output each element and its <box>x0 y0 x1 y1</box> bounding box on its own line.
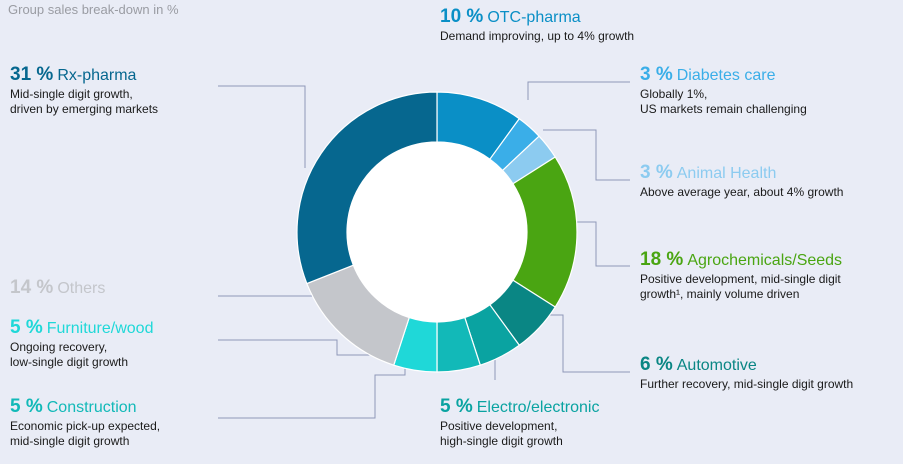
description: Economic pick-up expected, <box>10 419 160 433</box>
percent-label: 5 % <box>10 317 43 338</box>
description: growth¹, mainly volume driven <box>640 287 799 301</box>
leader-line <box>218 339 398 356</box>
leader-line <box>218 85 306 168</box>
description: Positive development, <box>440 419 557 433</box>
leader-line <box>543 129 630 181</box>
category-label: Animal Health <box>677 165 777 182</box>
description: US markets remain challenging <box>640 102 807 116</box>
slice-label: 3 % Animal Health <box>640 162 776 183</box>
category-label: Diabetes care <box>677 67 776 84</box>
category-label: Others <box>57 280 105 297</box>
leader-line <box>218 360 406 419</box>
percent-label: 5 % <box>440 396 473 417</box>
category-label: OTC-pharma <box>487 9 580 26</box>
description: Further recovery, mid-single digit growt… <box>640 377 853 391</box>
description: Above average year, about 4% growth <box>640 185 843 199</box>
leader-line <box>540 314 630 373</box>
description: Mid-single digit growth, <box>10 87 133 101</box>
percent-label: 31 % <box>10 64 53 85</box>
description: driven by emerging markets <box>10 102 158 116</box>
chart-title: Group sales break-down in % <box>8 2 179 17</box>
percent-label: 6 % <box>640 354 673 375</box>
percent-label: 3 % <box>640 64 673 85</box>
slice-label: 6 % Automotive <box>640 354 757 375</box>
donut-hole <box>347 142 527 322</box>
leader-line <box>527 81 630 100</box>
description: Ongoing recovery, <box>10 340 107 354</box>
slice-label: 5 % Furniture/wood <box>10 317 153 338</box>
slice-label: 10 % OTC-pharma <box>440 6 581 27</box>
category-label: Rx-pharma <box>57 67 136 84</box>
slices <box>296 91 578 373</box>
category-label: Agrochemicals/Seeds <box>687 252 842 269</box>
description: Globally 1%, <box>640 87 707 101</box>
slice-label: 18 % Agrochemicals/Seeds <box>640 249 842 270</box>
slice-label: 3 % Diabetes care <box>640 64 776 85</box>
description: low-single digit growth <box>10 355 128 369</box>
description: high-single digit growth <box>440 434 563 448</box>
leader-lines <box>218 81 630 419</box>
description: Positive development, mid-single digit <box>640 272 841 286</box>
percent-label: 14 % <box>10 277 53 298</box>
slice-label: 5 % Construction <box>10 396 137 417</box>
percent-label: 10 % <box>440 6 483 27</box>
category-label: Furniture/wood <box>47 320 154 337</box>
slice-label: 14 % Others <box>10 277 105 298</box>
category-label: Electro/electronic <box>477 399 600 416</box>
leader-line <box>568 221 630 267</box>
category-label: Automotive <box>677 357 757 374</box>
percent-label: 18 % <box>640 249 683 270</box>
description: Demand improving, up to 4% growth <box>440 29 634 43</box>
category-label: Construction <box>47 399 137 416</box>
percent-label: 5 % <box>10 396 43 417</box>
slice-label: 5 % Electro/electronic <box>440 396 599 417</box>
description: mid-single digit growth <box>10 434 129 448</box>
percent-label: 3 % <box>640 162 673 183</box>
slice-label: 31 % Rx-pharma <box>10 64 137 85</box>
